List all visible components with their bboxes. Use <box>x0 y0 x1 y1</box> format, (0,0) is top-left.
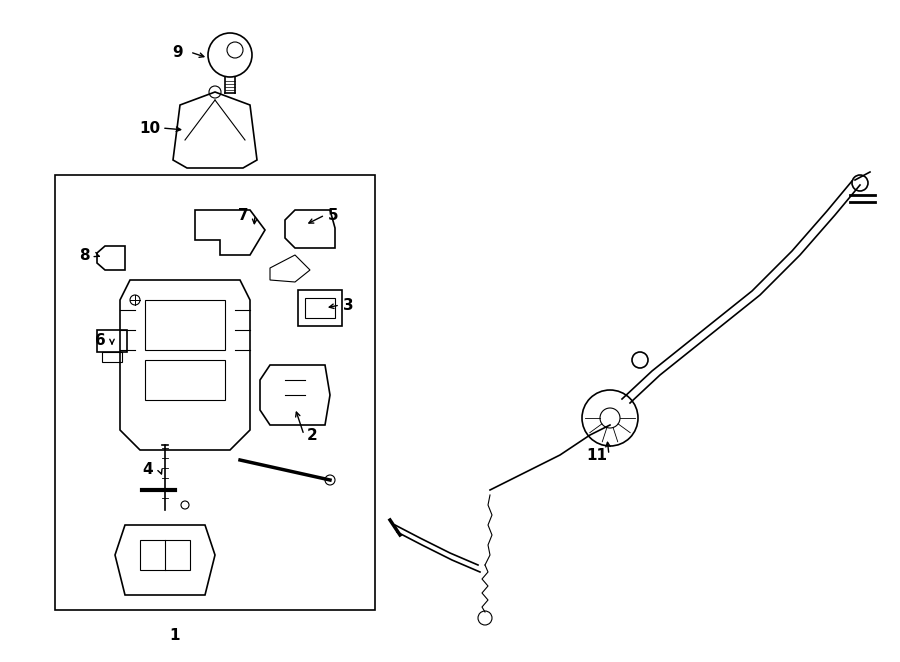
Text: 2: 2 <box>307 428 318 442</box>
Text: 4: 4 <box>143 463 153 477</box>
Text: 1: 1 <box>170 628 180 643</box>
Bar <box>140 540 190 570</box>
Bar <box>97 330 127 352</box>
Text: 5: 5 <box>328 207 338 222</box>
Text: 11: 11 <box>587 448 608 463</box>
Text: 8: 8 <box>78 248 89 263</box>
Text: 10: 10 <box>140 120 160 136</box>
Bar <box>305 298 335 318</box>
Bar <box>102 352 122 362</box>
Bar <box>145 300 225 350</box>
Text: 9: 9 <box>173 44 184 60</box>
Text: 6: 6 <box>94 332 105 348</box>
Text: 7: 7 <box>238 207 248 222</box>
Bar <box>145 360 225 400</box>
Bar <box>298 290 342 326</box>
Text: 3: 3 <box>343 297 354 312</box>
